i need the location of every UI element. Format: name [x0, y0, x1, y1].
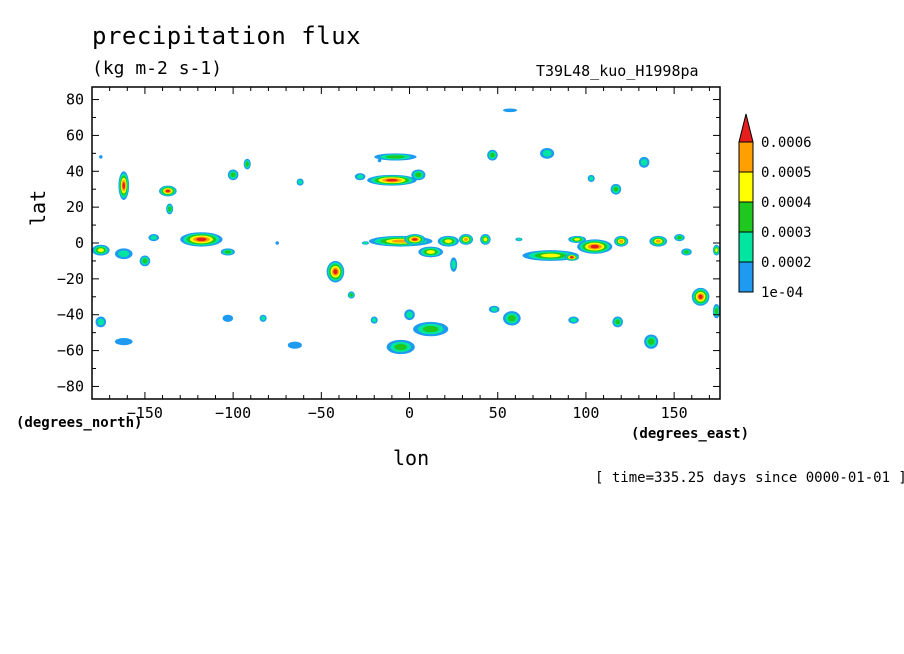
x-tick-label: 0	[405, 404, 414, 422]
precip-contour	[655, 239, 661, 243]
precip-contour	[363, 241, 368, 245]
y-tick-label: −60	[57, 342, 84, 360]
x-tick-label: 50	[489, 404, 507, 422]
precip-contour	[714, 307, 719, 315]
colorbar-swatch	[738, 171, 754, 203]
precip-contour	[648, 338, 655, 345]
precip-contour	[385, 178, 398, 182]
precip-contour	[165, 189, 170, 193]
precip-contour	[589, 176, 594, 181]
experiment-name: T39L48_kuo_H1998pa	[536, 62, 699, 80]
precip-contour	[698, 294, 703, 299]
precip-contour	[394, 343, 407, 351]
x-tick-label: 150	[661, 404, 688, 422]
precip-contour	[196, 237, 207, 242]
y-axis-units: (degrees_north)	[16, 415, 143, 431]
precip-contour	[570, 317, 577, 323]
time-stamp: [ time=335.25 days since 0000-01-01 ]	[595, 470, 904, 486]
precip-contour	[542, 150, 552, 157]
precip-contour	[422, 325, 439, 333]
precip-contour	[412, 238, 418, 241]
precip-contour	[245, 161, 249, 167]
precip-contour	[490, 307, 498, 312]
precip-contour	[97, 248, 104, 253]
colorbar-swatch	[738, 201, 754, 233]
precip-contour	[540, 253, 561, 258]
colorbar-label: 0.0005	[761, 165, 812, 181]
y-tick-label: −80	[57, 377, 84, 395]
y-tick-label: −20	[57, 270, 84, 288]
chart-title: precipitation flux	[92, 22, 362, 50]
precip-contour	[613, 186, 619, 192]
colorbar-label: 1e-04	[761, 285, 803, 301]
precip-contour	[377, 158, 382, 163]
colorbar-swatch	[738, 231, 754, 263]
precip-contour	[386, 155, 405, 159]
y-tick-label: 80	[66, 91, 84, 109]
precip-contour	[168, 206, 172, 212]
precip-contour	[570, 256, 574, 259]
precip-contour	[426, 250, 435, 254]
precip-contour	[297, 179, 303, 185]
y-tick-label: 60	[66, 126, 84, 144]
precip-contour	[122, 182, 126, 190]
colorbar-label: 0.0002	[761, 255, 812, 271]
precip-contour	[114, 338, 133, 346]
precip-contour	[275, 241, 279, 245]
colorbar-swatch	[738, 141, 754, 173]
precip-contour	[118, 250, 130, 258]
precip-contour	[287, 341, 302, 349]
precip-contour	[490, 152, 495, 158]
colorbar-swatch	[738, 261, 754, 293]
precip-contour	[224, 250, 231, 254]
y-tick-label: 40	[66, 162, 84, 180]
x-tick-label: 100	[572, 404, 599, 422]
precip-contour	[97, 318, 105, 326]
precip-contour	[483, 237, 488, 242]
precip-contour	[230, 172, 236, 178]
contour-fill-group	[92, 108, 720, 355]
y-tick-label: 0	[75, 234, 84, 252]
colorbar-label: 0.0003	[761, 225, 812, 241]
chart-units: (kg m-2 s-1)	[92, 58, 223, 79]
x-tick-label: −50	[308, 404, 335, 422]
precip-contour	[451, 260, 456, 269]
colorbar-arrow	[738, 113, 754, 143]
y-tick-label: −40	[57, 306, 84, 324]
precip-contour	[503, 108, 518, 113]
precip-contour	[590, 244, 600, 249]
precip-contour	[516, 238, 522, 241]
precip-contour	[260, 316, 266, 321]
precip-contour	[619, 239, 624, 243]
x-axis-label: lon	[393, 446, 430, 470]
precip-contour	[142, 258, 148, 264]
precip-contour	[415, 172, 422, 178]
precip-contour	[99, 155, 103, 159]
precip-contour	[463, 237, 468, 241]
precip-contour	[222, 314, 234, 322]
precip-contour	[150, 235, 157, 240]
colorbar-label: 0.0004	[761, 195, 812, 211]
precip-contour	[349, 293, 353, 297]
x-tick-label: −150	[127, 404, 163, 422]
precip-contour	[715, 248, 718, 253]
precip-contour	[684, 250, 689, 254]
precip-contour	[444, 239, 453, 244]
colorbar-label: 0.0006	[761, 135, 812, 151]
x-tick-label: −100	[215, 404, 251, 422]
y-tick-label: 20	[66, 198, 84, 216]
precip-contour	[615, 319, 621, 325]
precip-contour	[677, 236, 682, 240]
precip-contour	[406, 311, 413, 319]
precip-contour	[333, 269, 338, 275]
precip-contour	[574, 238, 581, 241]
precip-contour	[640, 159, 648, 166]
x-axis-units: (degrees_east)	[631, 426, 750, 442]
precip-contour	[507, 315, 516, 322]
precip-contour	[356, 174, 364, 179]
precip-contour	[372, 317, 377, 323]
